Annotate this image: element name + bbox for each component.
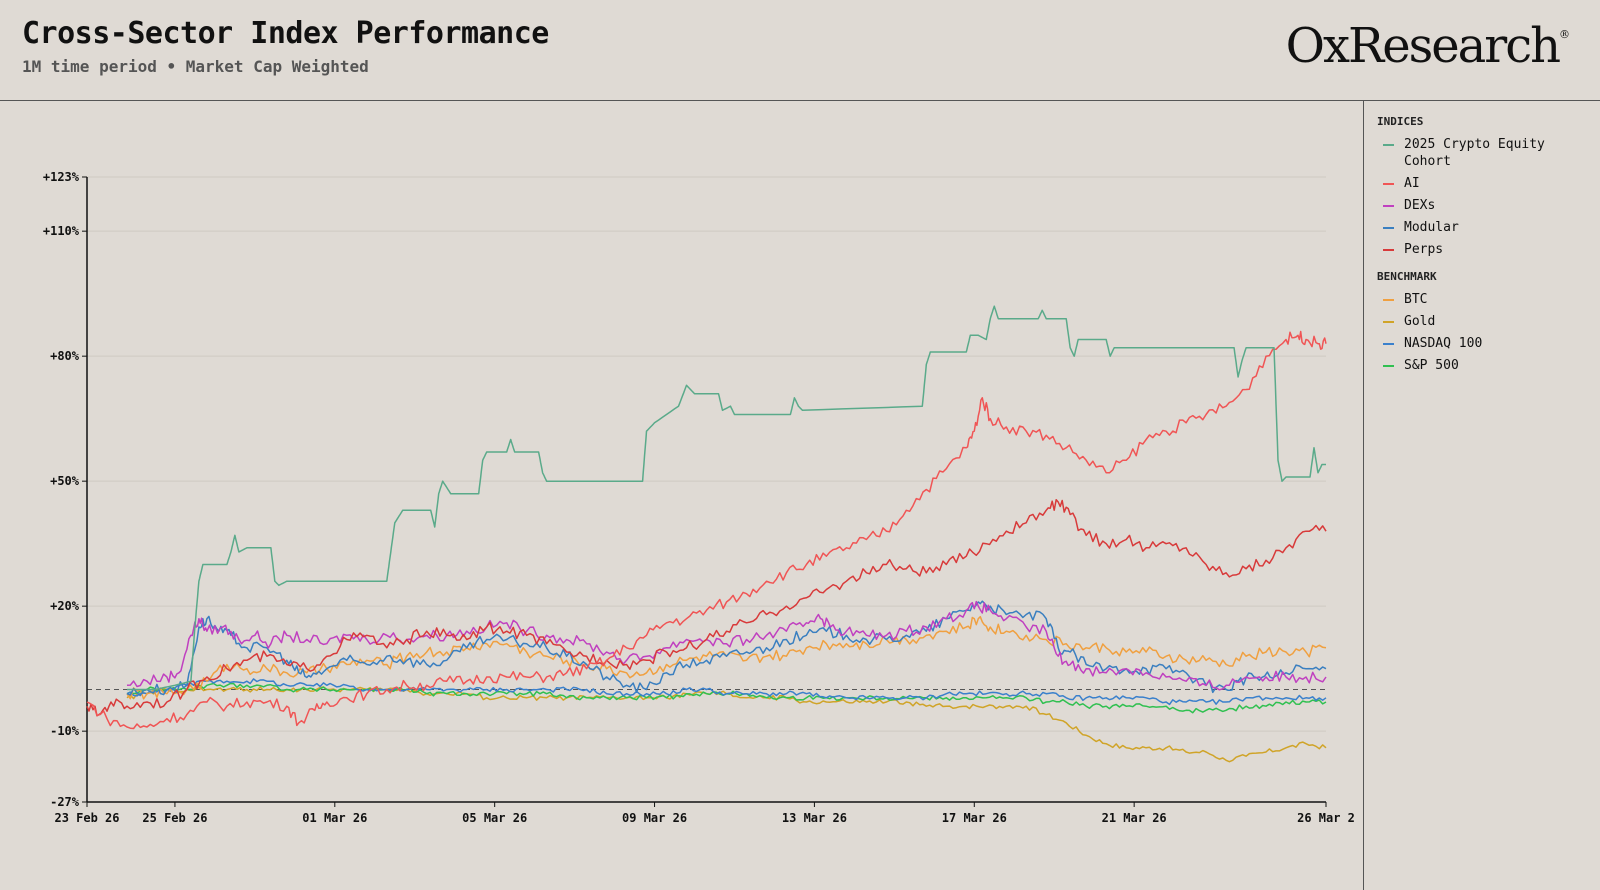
series-line bbox=[126, 615, 1327, 700]
series-line bbox=[86, 498, 1327, 717]
legend-benchmark-list: BTC Gold NASDAQ 100 S&P 500 bbox=[1377, 291, 1600, 374]
legend-label: DEXs bbox=[1404, 198, 1436, 213]
legend-item[interactable]: NASDAQ 100 bbox=[1377, 335, 1600, 352]
legend-item[interactable]: AI bbox=[1377, 175, 1600, 192]
series-line bbox=[126, 600, 1327, 697]
y-tick-label: +110% bbox=[43, 224, 80, 238]
y-tick-label: -27% bbox=[50, 795, 80, 809]
series-line bbox=[126, 600, 1327, 691]
series-line bbox=[86, 330, 1327, 730]
page-subtitle: 1M time period • Market Cap Weighted bbox=[22, 57, 369, 76]
chart-axes bbox=[86, 177, 1326, 803]
legend-swatch bbox=[1383, 183, 1394, 185]
legend-swatch bbox=[1383, 365, 1394, 367]
x-tick-label: 17 Mar 26 bbox=[942, 811, 1007, 825]
legend-label: BTC bbox=[1404, 292, 1428, 307]
line-chart: +123% +110% +80% +50% +20% -10% -27% 23 Feb 26 2… bbox=[43, 170, 1355, 825]
series-line bbox=[126, 678, 1327, 706]
x-tick-label: 21 Mar 26 bbox=[1102, 811, 1167, 825]
x-tick-label: 25 Feb 26 bbox=[142, 811, 207, 825]
chart-ticks: +123% +110% +80% +50% +20% -10% -27% 23 Feb 26 2… bbox=[43, 170, 1355, 825]
legend-item[interactable]: Modular bbox=[1377, 219, 1600, 236]
legend-indices-title: INDICES bbox=[1377, 115, 1424, 128]
legend-item[interactable]: 2025 Crypto Equity Cohort bbox=[1377, 136, 1600, 170]
x-tick-label: 01 Mar 26 bbox=[302, 811, 367, 825]
x-tick-label: 09 Mar 26 bbox=[622, 811, 687, 825]
brand-registered-mark: ® bbox=[1559, 28, 1570, 41]
legend-panel: INDICES 2025 Crypto Equity Cohort AI DEXs M… bbox=[1363, 101, 1600, 890]
legend-item[interactable]: Gold bbox=[1377, 313, 1600, 330]
y-tick-label: +123% bbox=[43, 170, 80, 184]
y-tick-label: +50% bbox=[50, 474, 80, 488]
legend-swatch bbox=[1383, 144, 1394, 146]
y-tick-label: +80% bbox=[50, 349, 80, 363]
legend-label: Modular bbox=[1404, 220, 1459, 235]
page-title: Cross-Sector Index Performance bbox=[22, 16, 549, 51]
legend-swatch bbox=[1383, 227, 1394, 229]
legend-swatch bbox=[1383, 205, 1394, 207]
legend-item[interactable]: Perps bbox=[1377, 241, 1600, 258]
header: Cross-Sector Index Performance 1M time p… bbox=[0, 0, 1600, 101]
legend-label: 2025 Crypto Equity Cohort bbox=[1404, 137, 1545, 169]
x-tick-label: 13 Mar 26 bbox=[782, 811, 847, 825]
chart-series bbox=[86, 305, 1327, 763]
legend-swatch bbox=[1383, 321, 1394, 323]
legend-swatch bbox=[1383, 249, 1394, 251]
legend-item[interactable]: S&P 500 bbox=[1377, 357, 1600, 374]
legend-swatch bbox=[1383, 299, 1394, 301]
x-tick-label: 05 Mar 26 bbox=[462, 811, 527, 825]
chart-grid bbox=[87, 176, 1326, 732]
legend-label: Gold bbox=[1404, 314, 1436, 329]
legend-item[interactable]: DEXs bbox=[1377, 197, 1600, 214]
legend-label: NASDAQ 100 bbox=[1404, 336, 1483, 351]
legend-swatch bbox=[1383, 343, 1394, 345]
y-tick-label: -10% bbox=[50, 724, 80, 738]
y-tick-label: +20% bbox=[50, 599, 80, 613]
legend-indices-list: 2025 Crypto Equity Cohort AI DEXs Modular Pe… bbox=[1377, 136, 1600, 258]
brand-logo: OxResearch® bbox=[1286, 18, 1570, 74]
brand-name: OxResearch bbox=[1285, 18, 1561, 74]
legend-label: S&P 500 bbox=[1404, 358, 1459, 373]
x-tick-label: 23 Feb 26 bbox=[54, 811, 119, 825]
x-tick-label: 26 Mar 2 bbox=[1297, 811, 1355, 825]
legend-label: Perps bbox=[1404, 242, 1444, 257]
legend-label: AI bbox=[1404, 176, 1420, 191]
legend-item[interactable]: BTC bbox=[1377, 291, 1600, 308]
legend-benchmark-title: BENCHMARK bbox=[1377, 270, 1437, 283]
series-line bbox=[127, 305, 1327, 691]
